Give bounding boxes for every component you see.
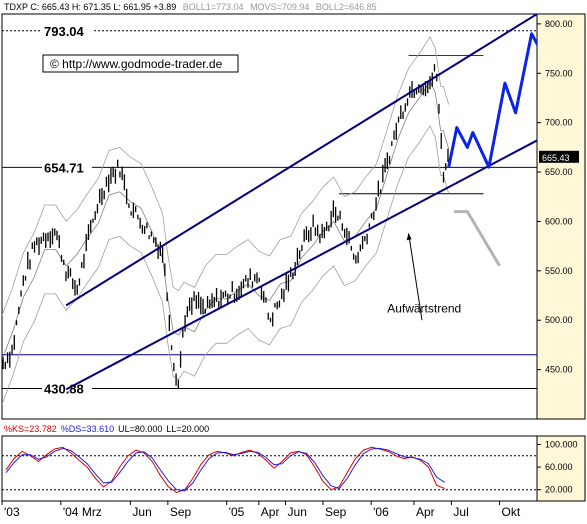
x-tick-label: Sep [170, 505, 192, 519]
lower-band [2, 125, 450, 405]
watermark-box [42, 54, 239, 73]
annotation-label: Aufwärtstrend [387, 301, 461, 315]
y-tick-label: 550.00 [545, 266, 573, 276]
osc-legend: %KS=23.782 %DS=33.610 UL=80.000 LL=20.000 [4, 424, 209, 434]
level-label-bg [42, 380, 92, 395]
x-tick-label: Jul [453, 505, 468, 519]
channel-lower [65, 139, 537, 391]
upper-band [2, 36, 450, 316]
x-tick-label: Apr [261, 505, 280, 519]
osc-axis-panel [537, 436, 585, 501]
x-tick-label: Jun [132, 505, 151, 519]
moving-average [2, 80, 450, 360]
x-tick-label: '05 [229, 505, 245, 519]
last-price-badge [539, 150, 579, 163]
price-axis-panel [537, 14, 585, 419]
x-tick-label: Okt [502, 505, 521, 519]
osc-y-tick-label: 60.000 [545, 462, 573, 472]
level-label: 793.04 [44, 24, 85, 39]
y-tick-label: 700.00 [545, 118, 573, 128]
y-tick-label: 600.00 [545, 216, 573, 226]
main-panel-border [1, 13, 586, 420]
x-tick-label: Apr [416, 505, 435, 519]
osc-legend-item: LL=20.000 [166, 424, 209, 434]
projection-down [454, 210, 501, 267]
x-tick-label: '06 [373, 505, 389, 519]
y-tick-label: 500.00 [545, 315, 573, 325]
x-tick-label: Jun [288, 505, 307, 519]
x-tick-label: '03 [4, 505, 20, 519]
osc-series-0 [5, 446, 445, 494]
osc-y-tick-label: 20.000 [545, 485, 573, 495]
osc-series-1 [5, 447, 445, 492]
annotation-arrow [408, 233, 423, 321]
level-label-bg [42, 22, 92, 37]
projection-up [447, 32, 537, 169]
y-tick-label: 800.00 [545, 19, 573, 29]
header-symbol: TDXP C: 665.43 H: 671.35 L: 661.95 +3.89… [4, 2, 377, 12]
osc-legend-item: %KS=23.782 [4, 424, 57, 434]
osc-legend-item: %DS=33.610 [61, 424, 114, 434]
x-tick-label: Sep [325, 505, 347, 519]
y-tick-label: 650.00 [545, 167, 573, 177]
last-price-label: 665.43 [542, 153, 570, 163]
y-tick-label: 750.00 [545, 68, 573, 78]
level-label: 654.71 [44, 160, 84, 175]
price-bars [2, 64, 449, 389]
osc-legend-item: UL=80.000 [118, 424, 162, 434]
level-label: 430.88 [44, 381, 84, 396]
channel-upper [65, 14, 537, 307]
x-tick-label: '04 Mrz [63, 505, 102, 519]
annotation-arrowhead [406, 233, 412, 241]
y-tick-label: 450.00 [545, 365, 573, 375]
osc-y-tick-label: 100.000 [545, 439, 578, 449]
watermark: © http://www.godmode-trader.de [50, 57, 223, 71]
osc-panel-border [1, 435, 586, 502]
level-label-bg [42, 159, 92, 174]
